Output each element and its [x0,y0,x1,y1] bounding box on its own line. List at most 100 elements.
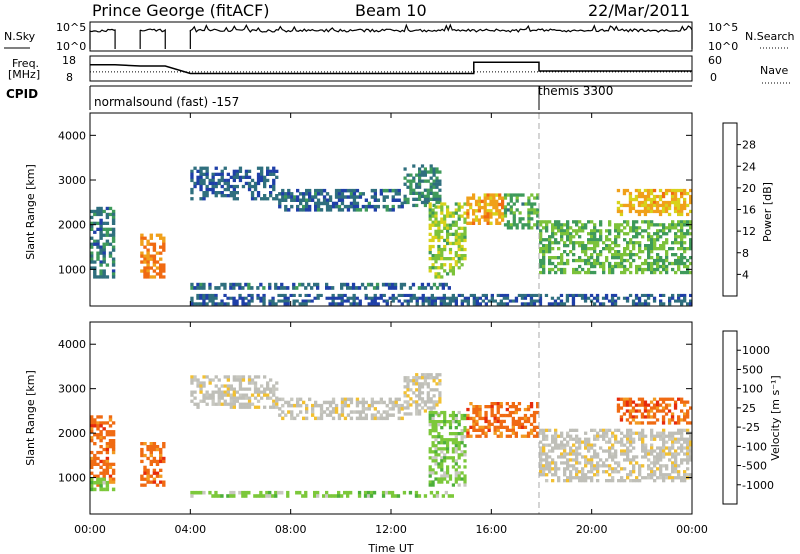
data-cell [505,293,510,297]
data-cell [650,267,654,272]
data-cell [578,470,582,474]
data-cell [211,175,215,179]
data-cell [605,247,609,251]
data-cell [412,203,416,208]
data-cell [440,480,444,484]
data-cell [551,267,555,272]
data-cell [102,272,106,276]
data-cell [443,217,447,221]
data-cell [241,299,245,303]
data-cell [96,483,100,487]
data-cell [143,468,147,472]
data-cell [650,261,654,266]
data-cell [686,409,690,413]
data-cell [689,261,693,266]
data-cell [662,452,666,456]
data-cell [475,422,479,426]
data-cell [162,445,166,449]
data-cell [423,400,427,404]
data-cell [656,247,660,251]
data-cell [265,494,269,498]
data-cell [434,275,438,279]
data-cell [649,421,654,425]
data-cell [99,224,103,228]
data-cell [155,445,160,449]
data-cell [99,248,103,252]
data-cell [418,385,422,389]
data-cell [418,182,422,186]
data-cell [608,446,612,450]
data-cell [673,203,678,208]
data-cell [680,479,684,483]
data-cell [484,425,488,429]
data-cell [532,413,537,418]
data-cell [495,199,499,204]
data-cell [517,293,522,297]
data-cell [611,247,615,251]
data-cell [152,445,157,449]
data-cell [190,296,194,300]
data-cell [346,413,351,417]
data-cell [146,248,150,252]
data-cell [337,208,342,212]
data-cell [275,381,279,385]
data-cell [677,421,681,425]
data-cell [412,191,416,195]
data-cell [381,494,386,498]
data-cell [658,203,663,208]
data-cell [281,198,285,202]
data-cell [652,200,657,205]
data-cell [256,191,261,195]
data-cell [620,443,624,447]
colorbar-tick-label: -25 [742,421,760,434]
data-cell [641,428,645,432]
data-cell [577,293,582,297]
data-cell [569,458,573,462]
data-cell [659,256,663,260]
data-cell [316,293,320,297]
data-cell [671,226,675,230]
data-cell [626,458,630,462]
data-cell [426,179,430,183]
data-cell [406,197,410,201]
data-cell [640,200,645,205]
data-cell [463,444,467,448]
data-cell [590,458,594,462]
data-cell [384,490,389,495]
data-cell [596,461,600,465]
data-cell [423,197,427,201]
data-cell [614,470,618,474]
data-cell [499,302,503,306]
data-cell [322,188,327,193]
data-cell [451,420,455,424]
data-cell [435,179,439,183]
data-cell [343,188,348,193]
data-cell [105,465,110,469]
data-cell [310,299,314,303]
data-cell [623,452,627,456]
data-cell [202,490,206,495]
nave-label: Nave [760,64,788,77]
data-cell [686,415,690,419]
data-cell [99,212,103,217]
data-cell [217,494,221,498]
data-cell [553,302,558,306]
data-cell [190,490,194,495]
data-cell [587,461,591,465]
data-cell [319,188,324,193]
freq-tick-bottom: 8 [66,71,73,84]
data-cell [572,253,576,257]
data-cell [529,422,534,426]
data-cell [545,437,549,441]
data-cell [483,212,487,216]
data-cell [111,275,116,279]
data-cell [343,416,348,421]
data-cell [646,206,651,211]
data-cell [620,440,624,444]
data-cell [426,391,430,395]
data-cell [667,421,672,425]
data-cell [614,238,618,242]
data-cell [90,430,94,434]
data-cell [644,455,648,459]
